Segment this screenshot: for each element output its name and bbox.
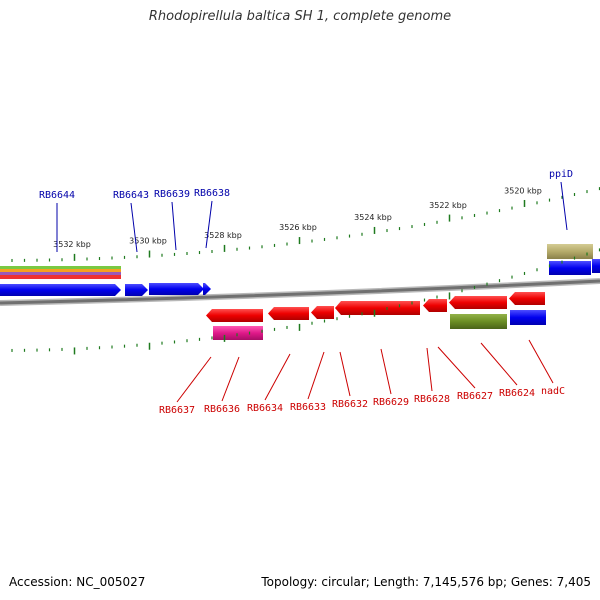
kbp-tick-label: 3526 kbp [279,223,317,232]
gene-label-rb6643[interactable]: RB6643 [113,190,149,201]
gene-label-rb6629[interactable]: RB6629 [373,397,409,408]
gene-leader-line [380,348,392,395]
gene-arrow-rb6633[interactable] [311,306,334,319]
gene-arrow-rb6629[interactable] [423,299,447,312]
kbp-tick-label: 3522 kbp [429,201,467,210]
gene-label-rb6634[interactable]: RB6634 [247,403,283,414]
gene-leader-line [437,346,476,389]
accession-text: Accession: NC_005027 [9,575,146,589]
gene-arrow-rb6632[interactable] [335,301,420,315]
gene-arrow-rb6624[interactable] [509,292,545,305]
gene-leader-line [528,339,554,384]
kbp-tick-label: 3520 kbp [504,186,542,195]
gene-label-rb6638[interactable]: RB6638 [194,188,230,199]
gene-label-rb6636[interactable]: RB6636 [204,404,240,415]
feature-track-purple [0,272,121,275]
gene-label-rb6633[interactable]: RB6633 [290,402,326,413]
gene-leader-line [480,342,518,386]
gene-leader-line [130,202,138,253]
kbp-tick-label: 3524 kbp [354,213,392,222]
gene-leader-line [205,200,213,249]
feature-olive[interactable] [450,314,507,329]
gene-arrow-rb6638[interactable] [203,283,211,295]
kbp-tick-label: 3532 kbp [53,240,91,249]
kbp-tick-label: 3528 kbp [204,231,242,240]
gene-arrow-rb6637[interactable] [206,309,263,322]
gene-box-ppid-continuation[interactable] [592,259,600,273]
gene-label-rb6624[interactable]: RB6624 [499,388,535,399]
feature-khaki[interactable] [547,244,593,259]
feature-track-green [0,266,121,269]
gene-arrow-rb6639[interactable] [149,283,204,295]
gene-box-nadc[interactable] [510,310,546,325]
gene-label-rb6627[interactable]: RB6627 [457,391,493,402]
gene-leader-line [264,353,291,401]
gene-arrow-rb6643[interactable] [125,284,148,296]
gene-leader-line [426,347,433,392]
gene-label-rb6637[interactable]: RB6637 [159,405,195,416]
gene-label-ppid[interactable]: ppiD [549,169,573,180]
feature-pink-rb6636[interactable] [213,326,263,340]
gene-arrow-rb6634[interactable] [268,307,309,320]
gene-arrow-rb6627[interactable] [449,296,507,309]
kbp-tick-label: 3530 kbp [129,237,167,246]
forward-feature-tracks [0,266,121,279]
gene-leader-line [339,351,351,397]
gene-leader-line [176,356,212,403]
gene-label-rb6632[interactable]: RB6632 [332,399,368,410]
gene-leader-line [307,351,325,400]
genome-title: Rhodopirellula baltica SH 1, complete ge… [148,9,452,24]
gene-leader-line [171,201,177,251]
gene-label-rb6628[interactable]: RB6628 [414,394,450,405]
gene-leader-line [221,356,240,402]
gene-label-rb6644[interactable]: RB6644 [39,190,75,201]
gene-leader-line [560,181,568,231]
gene-label-rb6639[interactable]: RB6639 [154,189,190,200]
gene-box-ppid[interactable] [549,261,591,275]
genome-summary: Topology: circular; Length: 7,145,576 bp… [261,575,591,589]
gene-arrow-rb6644[interactable] [0,284,121,296]
genome-backbone [0,278,600,306]
feature-track-red [0,275,121,279]
gene-label-nadc[interactable]: nadC [541,386,565,397]
feature-track-orange [0,269,121,272]
